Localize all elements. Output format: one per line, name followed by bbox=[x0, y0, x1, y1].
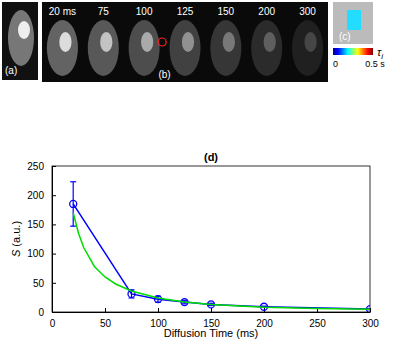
tick-label: 100 bbox=[27, 248, 44, 259]
y-axis: 0 50 100 150 200 250 bbox=[27, 161, 56, 318]
image-frame-bright bbox=[223, 32, 235, 52]
image-a bbox=[2, 2, 38, 80]
axis-line bbox=[52, 167, 53, 313]
image-panels: (a)20 ms75100125150200300(b)(c)00.5 sτi bbox=[2, 2, 385, 82]
tick-mark bbox=[52, 224, 56, 225]
colorbar-label: τi bbox=[377, 46, 383, 61]
tick: 50 bbox=[33, 278, 56, 289]
image-frame-bright bbox=[264, 32, 276, 52]
x-axis-title: Diffusion Time (ms) bbox=[164, 327, 259, 339]
y-axis-title: S (a.u.) bbox=[10, 221, 22, 257]
axis-line bbox=[53, 312, 371, 313]
tick-mark bbox=[211, 308, 212, 312]
tick-label: 0 bbox=[38, 307, 44, 318]
image-c bbox=[333, 2, 373, 44]
time-label: 20 ms bbox=[49, 6, 76, 17]
tick: 0 bbox=[38, 307, 56, 318]
tick: 100 bbox=[27, 248, 56, 259]
tick-label: 300 bbox=[362, 318, 379, 329]
tick: 150 bbox=[27, 219, 56, 230]
roi-marker bbox=[158, 38, 166, 46]
series-line bbox=[73, 213, 370, 310]
tick-label: 250 bbox=[27, 161, 44, 172]
error-bar-stem bbox=[73, 182, 74, 226]
image-frame bbox=[210, 20, 241, 76]
tick-mark bbox=[105, 308, 106, 312]
image-frame bbox=[169, 20, 200, 76]
tick: 50 bbox=[100, 308, 112, 329]
time-label: 200 bbox=[258, 6, 275, 17]
tick-label: 0 bbox=[50, 318, 56, 329]
tick: 150 bbox=[203, 308, 220, 329]
image-frame bbox=[251, 20, 282, 76]
tick-mark bbox=[52, 283, 56, 284]
plot-area bbox=[70, 182, 370, 312]
tick-mark bbox=[52, 195, 56, 196]
image-frame-bright bbox=[100, 32, 112, 52]
tick: 100 bbox=[150, 308, 167, 329]
image-frame bbox=[129, 20, 160, 76]
tick: 250 bbox=[309, 308, 326, 329]
tick: 200 bbox=[256, 308, 273, 329]
tick-label: 200 bbox=[27, 190, 44, 201]
image-frame-bright bbox=[304, 32, 316, 52]
tick-mark bbox=[52, 254, 56, 255]
image-c-map bbox=[347, 10, 361, 30]
time-label: 100 bbox=[136, 6, 153, 17]
image-frame bbox=[47, 20, 78, 76]
image-a-anatomy bbox=[8, 10, 34, 66]
image-frame bbox=[88, 20, 119, 76]
figure: (a)20 ms75100125150200300(b)(c)00.5 sτi0… bbox=[0, 0, 400, 339]
colorbar bbox=[333, 48, 373, 55]
time-label: 300 bbox=[299, 6, 316, 17]
panel-label: (b) bbox=[158, 69, 170, 80]
image-frame-bright bbox=[182, 32, 194, 52]
tick-mark bbox=[158, 308, 159, 312]
chart-title: (d) bbox=[204, 151, 218, 163]
chart: 0 50 100 150 200 250 300 0 50 100 150 200 250 (d) Diff… bbox=[10, 151, 379, 339]
tick: 200 bbox=[27, 190, 56, 201]
image-b bbox=[42, 2, 328, 82]
tick-mark bbox=[370, 308, 371, 312]
plot-frame bbox=[52, 166, 370, 312]
x-axis: 0 50 100 150 200 250 300 bbox=[50, 308, 380, 329]
tick-label: 150 bbox=[27, 219, 44, 230]
tick-mark bbox=[52, 312, 56, 313]
tick: 250 bbox=[27, 161, 56, 172]
error-bar-cap bbox=[70, 226, 76, 227]
image-frame-bright bbox=[59, 32, 71, 52]
panel-label: (a) bbox=[5, 65, 17, 76]
image-frame-bright bbox=[141, 32, 153, 52]
marker bbox=[70, 200, 77, 207]
panel-label: (c) bbox=[339, 31, 351, 42]
tick: 300 bbox=[362, 308, 379, 329]
error-bar-cap bbox=[70, 181, 76, 182]
image-a-bright bbox=[18, 21, 30, 39]
tick-label: 200 bbox=[256, 318, 273, 329]
tick-mark bbox=[52, 166, 56, 167]
time-label: 125 bbox=[177, 6, 194, 17]
time-label: 150 bbox=[218, 6, 235, 17]
tick-label: 250 bbox=[309, 318, 326, 329]
tick-label: 50 bbox=[33, 278, 45, 289]
time-label: 75 bbox=[98, 6, 110, 17]
series-line bbox=[73, 204, 370, 309]
tick-label: 50 bbox=[100, 318, 112, 329]
image-frame bbox=[292, 20, 323, 76]
colorbar-tick-label: 0 bbox=[333, 59, 338, 69]
